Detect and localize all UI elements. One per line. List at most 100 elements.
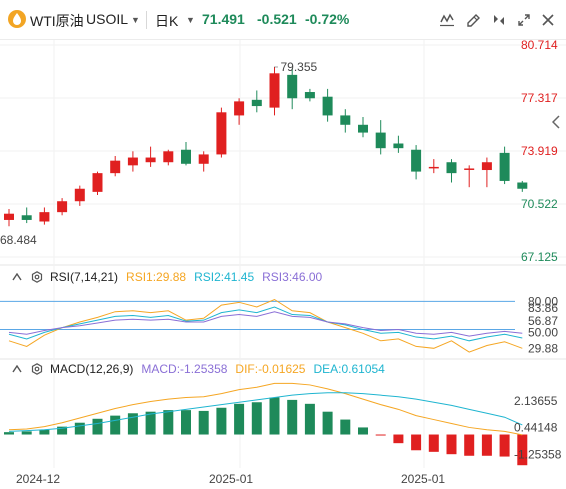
macd-histogram-bar	[269, 397, 280, 435]
dea-line	[8, 392, 523, 432]
macd-settings-button[interactable]	[30, 362, 44, 376]
candle-body	[21, 215, 32, 220]
candle-body	[428, 166, 439, 169]
macd-histogram-bar	[39, 429, 50, 435]
low-price-marker: 68.484	[0, 233, 37, 247]
price-axis-tick: 67.125	[521, 250, 558, 264]
dea-value: DEA:0.61054	[313, 362, 385, 376]
compare-icon	[494, 15, 504, 25]
candle-body	[127, 157, 138, 166]
rsi-settings-button[interactable]	[30, 270, 44, 284]
macd-histogram-bar	[127, 413, 138, 435]
close-button[interactable]	[537, 9, 559, 31]
chart-grid	[0, 40, 566, 468]
macd-axis-tick: 2.13655	[514, 394, 558, 408]
price-axis-tick: 73.919	[521, 144, 558, 158]
settings-icon	[31, 271, 43, 283]
candle-body	[464, 168, 475, 170]
macd-histogram-bar	[393, 434, 404, 444]
symbol-header: WTI原油 USOIL ▼ 日K ▼ 71.491 -0.521 -0.72%	[0, 0, 566, 40]
dif-line	[8, 382, 523, 436]
candle-body	[287, 74, 298, 99]
macd-histogram-bar	[340, 419, 351, 435]
macd-histogram-bar	[57, 426, 68, 435]
candle-body	[251, 99, 262, 107]
macd-histogram-bar	[74, 422, 85, 435]
candle-body	[74, 188, 85, 202]
candle-body	[163, 151, 174, 163]
macd-collapse-button[interactable]	[10, 362, 24, 376]
macd-histogram-bar	[4, 432, 14, 435]
symbol-dropdown-caret-icon[interactable]: ▼	[131, 15, 140, 25]
macd-histogram-bar	[251, 402, 262, 435]
macd-title: MACD(12,26,9)	[50, 362, 134, 376]
macd-histogram-bar	[234, 403, 245, 435]
rsi-axis-tick: 56.87	[528, 314, 558, 328]
macd-histogram-bar	[92, 418, 103, 435]
macd-histogram-bar	[481, 434, 492, 456]
macd-histogram-bar	[375, 434, 386, 436]
candle-body	[181, 149, 191, 164]
macd-histogram-bar	[464, 434, 475, 456]
candlestick-series	[4, 67, 528, 227]
period-dropdown-caret-icon[interactable]: ▼	[186, 15, 195, 25]
rsi-collapse-button[interactable]	[10, 270, 24, 284]
chevron-left-icon	[552, 115, 560, 129]
macd-histogram-bar	[322, 411, 333, 435]
candle-body	[92, 173, 103, 192]
rsi-axis-tick: 29.88	[528, 341, 558, 355]
symbol-code[interactable]: USOIL	[86, 11, 129, 27]
candle-body	[340, 115, 351, 125]
macd-histogram-bar	[446, 434, 457, 455]
candle-body	[57, 201, 68, 213]
price-axis-tick: 80.714	[521, 40, 558, 52]
rsi1-value: RSI1:29.88	[126, 270, 187, 284]
date-axis-label: 2024-12	[16, 472, 60, 486]
macd-axis-tick: -1.25358	[514, 447, 562, 461]
candle-body	[4, 213, 14, 220]
indicator-icon	[440, 13, 454, 27]
kline-chart[interactable]: 80.714 77.317 73.919 70.522 67.125 79.355 68.4…	[0, 40, 566, 489]
price-axis-tick: 77.317	[521, 91, 558, 105]
high-price-marker: 79.355	[281, 60, 318, 74]
compare-button[interactable]	[488, 9, 510, 31]
macd-histogram-bar	[499, 434, 510, 457]
dif-value: DIF:-0.01625	[235, 362, 306, 376]
rsi-title: RSI(7,14,21)	[50, 270, 119, 284]
candle-body	[411, 149, 422, 172]
candle-body	[198, 154, 209, 164]
macd-histogram-bar	[198, 410, 209, 435]
macd-histogram-bar	[358, 427, 368, 435]
rsi2-value: RSI2:41.45	[194, 270, 255, 284]
candle-body	[110, 160, 121, 174]
macd-histogram-bar	[428, 434, 439, 452]
candle-body	[322, 96, 333, 116]
side-panel-toggle[interactable]	[548, 108, 564, 136]
settings-icon	[31, 363, 43, 375]
candle-body	[39, 212, 50, 222]
macd-series	[4, 382, 528, 466]
date-axis-label: 2025-01	[209, 472, 253, 486]
fullscreen-button[interactable]	[513, 9, 535, 31]
candle-body	[216, 112, 227, 155]
draw-button[interactable]	[463, 9, 485, 31]
candle-body	[145, 157, 156, 163]
collapse-arrow-icon	[12, 365, 22, 373]
close-icon	[542, 14, 554, 26]
macd-legend: MACD(12,26,9) MACD:-1.25358 DIF:-0.01625…	[10, 362, 393, 376]
indicator-button[interactable]	[436, 9, 458, 31]
rsi3-line	[8, 311, 523, 337]
last-price: 71.491	[202, 11, 245, 27]
oil-drop-logo-icon	[8, 10, 26, 28]
period-selector[interactable]: 日K	[155, 13, 179, 29]
macd-histogram-bar	[110, 415, 121, 435]
price-change-percent: -0.72%	[305, 11, 350, 27]
candle-body	[481, 162, 492, 171]
price-axis-tick: 70.522	[521, 197, 558, 211]
rsi-lines	[0, 298, 523, 353]
collapse-arrow-icon	[12, 273, 22, 281]
candle-body	[358, 124, 368, 133]
header-divider	[146, 11, 147, 29]
axis-labels: 80.714 77.317 73.919 70.522 67.125 79.355 68.4…	[0, 40, 562, 486]
symbol-name[interactable]: WTI原油	[30, 13, 84, 29]
